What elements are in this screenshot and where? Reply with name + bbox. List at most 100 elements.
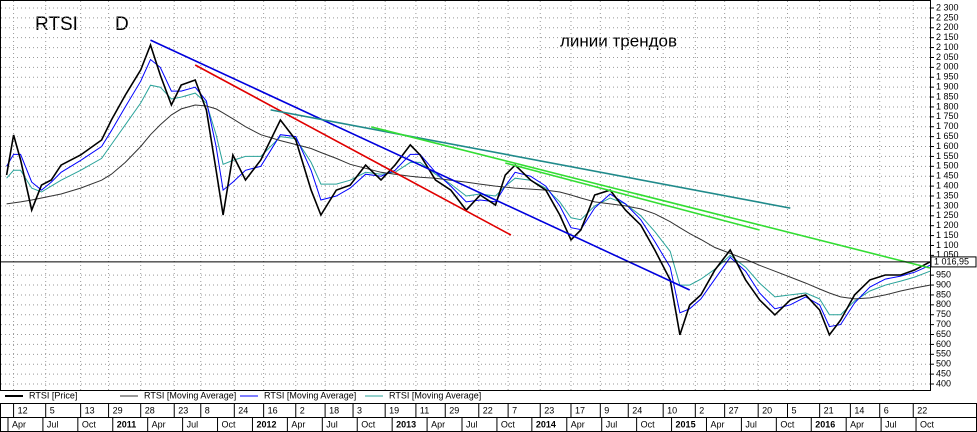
y-tick-label: 1 100 xyxy=(936,240,959,250)
x-tick-label: 2016 xyxy=(815,419,835,429)
y-tick-label: 1 350 xyxy=(936,190,959,200)
x-tick-label: Jul xyxy=(606,419,618,429)
trend-line xyxy=(150,39,691,291)
y-tick-label: 450 xyxy=(936,368,951,378)
timeframe: D xyxy=(115,14,129,35)
y-tick-label: 600 xyxy=(936,339,951,349)
x-tick-label: 12 xyxy=(18,405,28,415)
y-tick-label: 400 xyxy=(936,378,951,388)
x-tick-label: 2 xyxy=(300,405,305,415)
x-tick-label: 18 xyxy=(329,405,339,415)
x-tick-label: 2013 xyxy=(396,419,416,429)
x-tick-label: 24 xyxy=(238,405,248,415)
y-tick-label: 2 100 xyxy=(936,42,959,52)
x-tick-label: Apr xyxy=(710,419,724,429)
trend-line xyxy=(194,64,512,236)
y-tick-label: 1 600 xyxy=(936,141,959,151)
x-tick-label: 28 xyxy=(145,405,155,415)
moving-average xyxy=(6,84,931,316)
x-tick-label: 17 xyxy=(575,405,585,415)
moving-average xyxy=(6,58,931,328)
y-tick-label: 1 450 xyxy=(936,171,959,181)
y-tick-label: 700 xyxy=(936,319,951,329)
x-tick-label: Jul xyxy=(47,419,59,429)
x-tick-label: 19 xyxy=(389,405,399,415)
x-tick-label: 2 xyxy=(699,405,704,415)
x-tick-label: 22 xyxy=(483,405,493,415)
x-tick-label: 29 xyxy=(449,405,459,415)
x-tick-label: Apr xyxy=(431,419,445,429)
x-tick-label: 21 xyxy=(824,405,834,415)
x-tick-label: 23 xyxy=(178,405,188,415)
x-tick-label: 2014 xyxy=(536,419,556,429)
x-tick-label: Oct xyxy=(641,419,656,429)
x-tick-label: Oct xyxy=(222,419,237,429)
trend-line xyxy=(371,126,931,269)
x-tick-label: 29 xyxy=(113,405,123,415)
x-tick-label: Apr xyxy=(850,419,864,429)
x-tick-label: 13 xyxy=(85,405,95,415)
y-tick-label: 2 150 xyxy=(936,32,959,42)
x-tick-label: Oct xyxy=(82,419,97,429)
trend-line xyxy=(270,109,791,209)
x-tick-label: Apr xyxy=(152,419,166,429)
y-tick-label: 800 xyxy=(936,299,951,309)
x-tick-label: 10 xyxy=(667,405,677,415)
y-tick-label: 1 700 xyxy=(936,121,959,131)
x-tick-label: 22 xyxy=(917,405,927,415)
x-tick-label: 20 xyxy=(762,405,772,415)
x-tick-label: 5 xyxy=(50,405,55,415)
y-tick-label: 1 900 xyxy=(936,82,959,92)
annotation: линии трендов xyxy=(560,31,677,50)
legend-label: RTSI [Price] xyxy=(29,390,77,400)
y-tick-label: 2 300 xyxy=(936,2,959,12)
chart-title: RTSI xyxy=(35,14,78,35)
legend-label: RTSI [Moving Average] xyxy=(144,390,236,400)
x-tick-label: Jul xyxy=(745,419,757,429)
last-price-label: 1 016,95 xyxy=(934,256,969,266)
price-line xyxy=(5,42,931,337)
y-tick-label: 1 950 xyxy=(936,72,959,82)
legend-label: RTSI [Moving Average] xyxy=(389,390,481,400)
y-tick-label: 1 250 xyxy=(936,210,959,220)
x-tick-label: Jul xyxy=(466,419,478,429)
x-tick-label: 9 xyxy=(604,405,609,415)
y-tick-label: 900 xyxy=(936,279,951,289)
y-tick-label: 550 xyxy=(936,349,951,359)
x-tick-label: 7 xyxy=(512,405,517,415)
y-tick-label: 1 650 xyxy=(936,131,959,141)
y-tick-label: 1 400 xyxy=(936,180,959,190)
x-tick-label: 14 xyxy=(854,405,864,415)
x-tick-label: 16 xyxy=(268,405,278,415)
x-tick-label: Apr xyxy=(291,419,305,429)
y-tick-label: 1 300 xyxy=(936,200,959,210)
x-tick-label: 2012 xyxy=(256,419,276,429)
moving-average xyxy=(6,104,931,300)
y-tick-label: 1 750 xyxy=(936,111,959,121)
x-tick-label: 2011 xyxy=(117,419,137,429)
x-tick-label: 6 xyxy=(884,405,889,415)
y-tick-label: 1 150 xyxy=(936,230,959,240)
y-tick-label: 650 xyxy=(936,329,951,339)
x-tick-label: Oct xyxy=(361,419,376,429)
x-tick-label: 2015 xyxy=(676,419,696,429)
y-tick-label: 2 250 xyxy=(936,12,959,22)
x-tick-label: Oct xyxy=(920,419,935,429)
x-tick-label: 11 xyxy=(420,405,429,415)
y-tick-label: 1 200 xyxy=(936,220,959,230)
x-tick-label: 24 xyxy=(632,405,642,415)
y-tick-label: 2 200 xyxy=(936,22,959,32)
x-tick-label: Jul xyxy=(326,419,338,429)
legend-label: RTSI [Moving Average] xyxy=(264,390,356,400)
x-tick-label: Apr xyxy=(571,419,585,429)
y-tick-label: 500 xyxy=(936,359,951,369)
x-tick-label: Jul xyxy=(885,419,897,429)
y-tick-label: 2 000 xyxy=(936,62,959,72)
last-price-box xyxy=(930,256,977,268)
x-tick-label: Oct xyxy=(501,419,516,429)
y-tick-label: 1 850 xyxy=(936,91,959,101)
y-tick-label: 750 xyxy=(936,309,951,319)
trend-line xyxy=(505,162,760,231)
